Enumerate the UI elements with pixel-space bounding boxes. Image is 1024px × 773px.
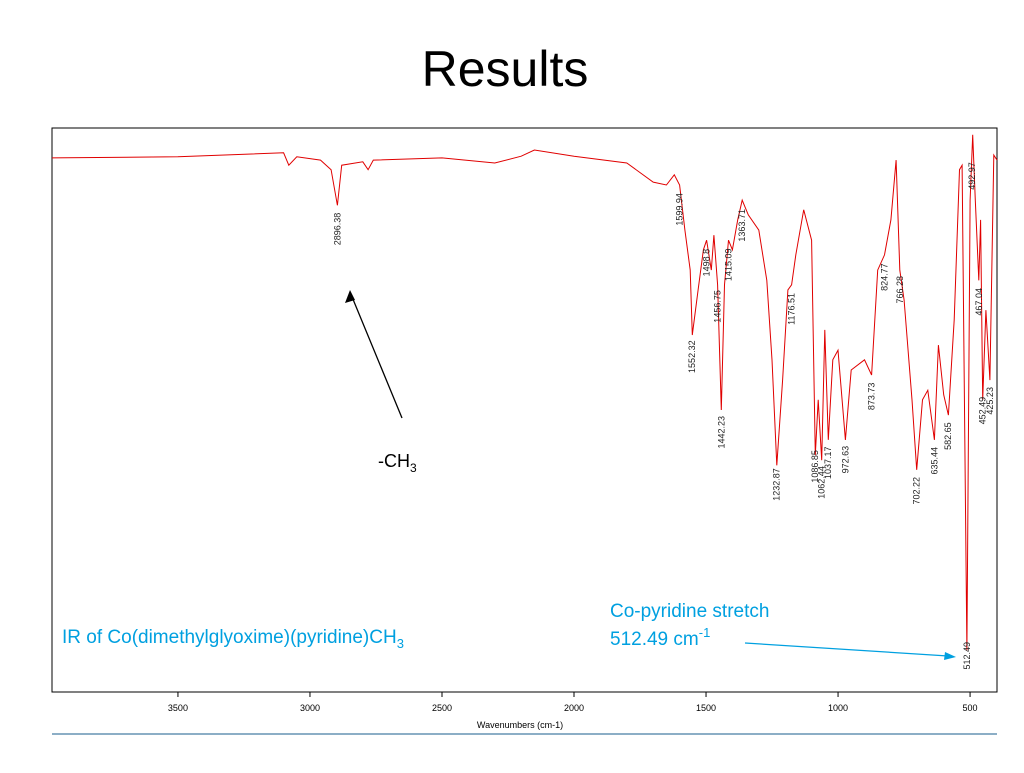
- peak-label: 1037.17: [823, 446, 833, 479]
- peak-label: 873.73: [866, 383, 876, 411]
- peak-label: 766.28: [895, 276, 905, 304]
- peak-label: 1176.51: [786, 293, 796, 325]
- x-tick-label: 2000: [564, 703, 584, 713]
- methyl-sub: 3: [410, 461, 417, 475]
- peak-label: 824.77: [879, 263, 889, 291]
- peak-label: 1086.85: [810, 450, 820, 483]
- x-tick-label: 1000: [828, 703, 848, 713]
- peak-label: 1415.09: [723, 249, 733, 282]
- x-tick-label: 500: [963, 703, 978, 713]
- caption-sub: 3: [397, 636, 404, 651]
- peak-label: 972.63: [840, 446, 850, 474]
- peak-label: 1552.32: [687, 340, 697, 373]
- peak-label: 1498.8: [701, 249, 711, 277]
- stretch-title: Co-pyridine stretch: [610, 601, 769, 622]
- peak-label: 1363.71: [737, 209, 747, 242]
- arrow-head: [345, 290, 355, 303]
- caption: IR of Co(dimethylglyoxime)(pyridine)CH3: [62, 627, 404, 651]
- peak-label: 582.65: [943, 422, 953, 450]
- stretch-arrow: [744, 642, 949, 657]
- peak-label: 452.49: [978, 397, 988, 425]
- x-tick-label: 3500: [168, 703, 188, 713]
- peak-label: 1599.94: [675, 193, 685, 226]
- peak-label: 425.23: [985, 387, 995, 415]
- methyl-text: -CH: [378, 451, 410, 471]
- plot-frame: [51, 127, 998, 693]
- slide-title: Results: [422, 41, 589, 97]
- peak-label: 1442.23: [716, 416, 726, 449]
- stretch-arrow-head: [944, 652, 956, 660]
- x-tick-label: 1500: [696, 703, 716, 713]
- peak-label: 1232.87: [772, 468, 782, 501]
- peak-label: 467.04: [974, 288, 984, 316]
- peak-label: 1062.44: [817, 466, 827, 499]
- x-axis-label: Wavenumbers (cm-1): [477, 720, 563, 730]
- peak-label: 492.97: [967, 162, 977, 190]
- x-tick-label: 3000: [300, 703, 320, 713]
- peak-label: 702.22: [912, 477, 922, 505]
- caption-text: IR of Co(dimethylglyoxime)(pyridine)CH: [62, 627, 397, 648]
- peak-label: 1456.75: [712, 290, 722, 323]
- methyl-label: -CH3: [378, 451, 417, 475]
- peak-label: 2896.38: [332, 213, 342, 246]
- arrow: [349, 291, 403, 419]
- stretch-text: 512.49 cm: [610, 629, 699, 650]
- stretch-value: 512.49 cm-1: [610, 625, 710, 650]
- spectrum-line: [51, 134, 998, 651]
- peak-label: 635.44: [929, 447, 939, 475]
- x-tick-label: 2500: [432, 703, 452, 713]
- peak-label: 512.49: [962, 642, 972, 670]
- stretch-sup: -1: [699, 625, 711, 640]
